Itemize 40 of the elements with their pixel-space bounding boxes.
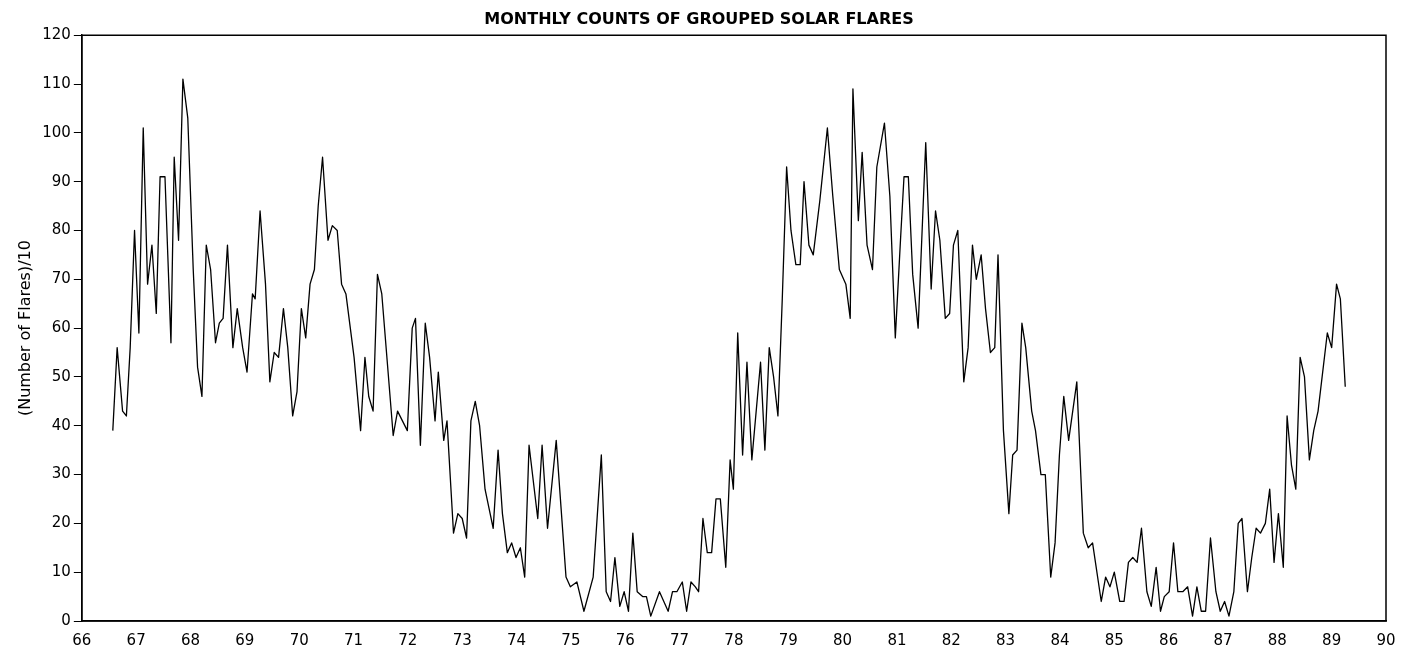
y-tick-label: 110 — [42, 73, 71, 92]
y-tick-label: 120 — [42, 25, 71, 44]
y-axis-title: (Number of Flares)/10 — [14, 240, 34, 417]
x-tick-label: 83 — [996, 630, 1016, 649]
y-tick-label: 10 — [51, 562, 71, 581]
y-tick-label: 70 — [51, 269, 71, 288]
x-tick-label: 70 — [289, 630, 309, 649]
x-tick-label: 89 — [1322, 630, 1342, 649]
x-tick-label: 69 — [235, 630, 255, 649]
y-tick-label: 50 — [51, 366, 71, 385]
x-tick-label: 79 — [778, 630, 798, 649]
x-tick-label: 80 — [833, 630, 853, 649]
x-tick-label: 86 — [1159, 630, 1179, 649]
x-tick-label: 81 — [887, 630, 907, 649]
x-tick-label: 73 — [452, 630, 472, 649]
x-tick-label: 88 — [1267, 630, 1287, 649]
x-tick-label: 71 — [343, 630, 364, 649]
x-tick-label: 66 — [72, 630, 92, 649]
y-tick-label: 90 — [51, 171, 71, 190]
x-tick-label: 87 — [1213, 630, 1233, 649]
y-tick-label: 0 — [61, 610, 71, 629]
y-tick-label: 80 — [51, 220, 71, 239]
y-tick-label: 20 — [51, 513, 71, 532]
chart-title: MONTHLY COUNTS OF GROUPED SOLAR FLARES — [484, 8, 914, 28]
x-tick-label: 72 — [398, 630, 418, 649]
x-tick-label: 68 — [180, 630, 201, 649]
x-tick-label: 77 — [670, 630, 690, 649]
y-tick-label: 60 — [51, 317, 71, 336]
x-tick-label: 75 — [561, 630, 581, 649]
x-tick-label: 90 — [1376, 630, 1396, 649]
x-tick-label: 85 — [1104, 630, 1124, 649]
x-tick-label: 76 — [615, 630, 635, 649]
x-tick-label: 67 — [126, 630, 146, 649]
x-tick-label: 78 — [724, 630, 744, 649]
y-tick-label: 40 — [51, 415, 71, 434]
x-tick-label: 82 — [941, 630, 961, 649]
x-tick-label: 84 — [1050, 630, 1070, 649]
x-tick-label: 74 — [507, 630, 527, 649]
y-tick-label: 30 — [51, 464, 71, 483]
y-tick-label: 100 — [42, 122, 71, 141]
